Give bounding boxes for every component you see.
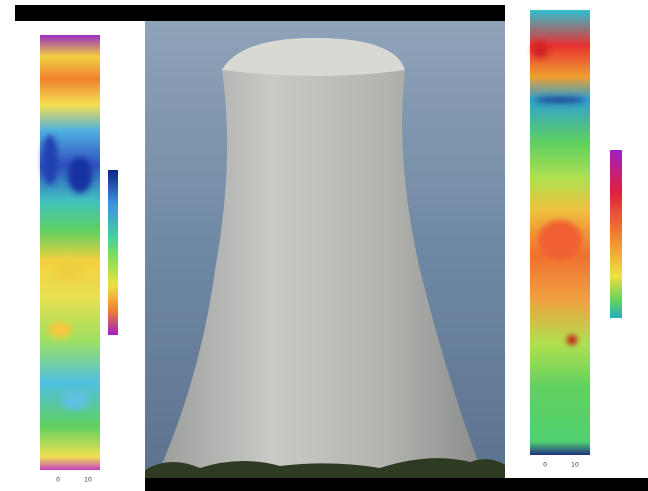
x-tick-label: 0 xyxy=(56,477,60,484)
blob xyxy=(68,157,92,193)
blob xyxy=(55,258,85,282)
top-band xyxy=(15,5,505,21)
right-colorbar xyxy=(610,150,622,318)
x-tick-label: 10 xyxy=(84,477,92,484)
body: 0 10 0 10 (() => { const data = JSON.par… xyxy=(0,0,648,491)
figure: 0 10 0 10 xyxy=(0,0,648,491)
blob xyxy=(535,97,585,103)
blob xyxy=(42,135,58,185)
left-colorbar xyxy=(108,170,118,335)
blob xyxy=(61,390,89,410)
x-tick-label: 0 xyxy=(543,462,547,469)
x-tick-label: 10 xyxy=(571,462,579,469)
bottom-band xyxy=(145,478,648,491)
blob xyxy=(532,42,548,58)
blob xyxy=(538,220,582,260)
page: {"panels": [{"x_ticks": ["0", "10"]}, {"… xyxy=(0,0,648,491)
blob xyxy=(567,335,577,345)
blob xyxy=(48,322,72,338)
